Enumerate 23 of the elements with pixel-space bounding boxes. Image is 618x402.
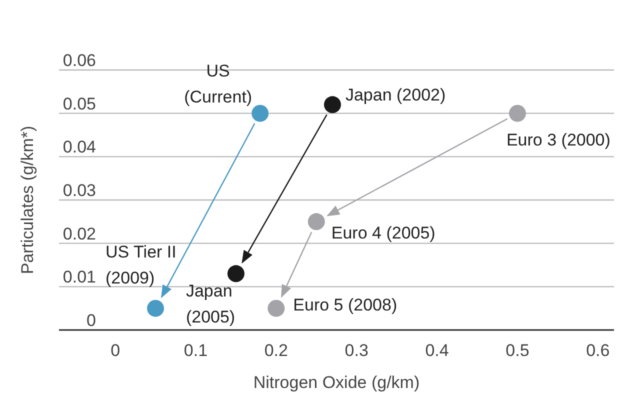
y-tick-label: 0.01	[62, 268, 96, 287]
annotation: Euro 4 (2005)	[331, 224, 436, 243]
y-tick-label: 0.06	[62, 50, 96, 70]
x-tick-label: 0.3	[344, 341, 368, 360]
x-tick-label: 0.2	[264, 341, 288, 360]
x-tick-label: 0.1	[184, 341, 208, 360]
y-axis-title: Particulates (g/km*)	[18, 126, 37, 274]
y-tick-label: 0	[86, 310, 96, 330]
annotation: Japan (2005)	[186, 282, 236, 327]
annotation: Euro 5 (2008)	[293, 295, 398, 314]
x-axis-title: Nitrogen Oxide (g/km)	[253, 373, 420, 392]
x-tick-label: 0.4	[425, 341, 449, 360]
annotation: US (Current)	[184, 61, 252, 106]
annotation: Japan (2002)	[345, 86, 446, 105]
y-tick-label: 0.02	[62, 224, 96, 244]
x-tick-label: 0.6	[586, 341, 610, 360]
x-tick-label: 0	[110, 341, 120, 360]
y-tick-label: 0.03	[62, 180, 96, 200]
annotation: US Tier II (2009)	[106, 242, 176, 288]
y-tick-label: 0.05	[62, 94, 96, 114]
y-tick-label: 0.04	[62, 138, 96, 157]
annotation: Euro 3 (2000)	[506, 130, 610, 150]
x-tick-label: 0.5	[506, 341, 530, 360]
